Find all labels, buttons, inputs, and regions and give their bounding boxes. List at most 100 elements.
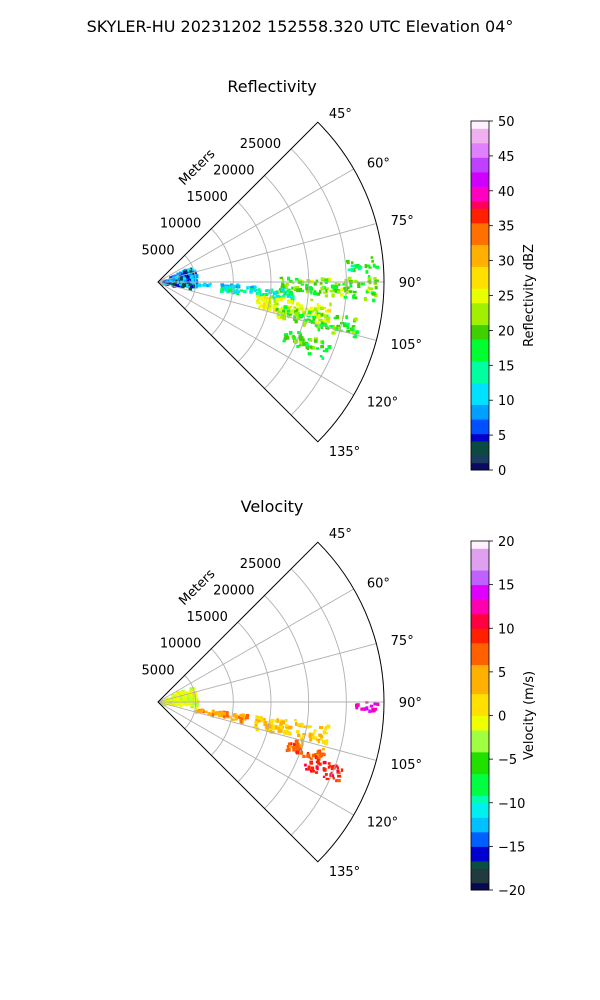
velocity-echo-cell <box>278 729 283 733</box>
velocity-colorbar-segment <box>471 875 489 884</box>
reflectivity-echo-cell <box>273 293 277 296</box>
reflectivity-colorbar-segment <box>471 280 489 289</box>
reflectivity-echo-cell <box>294 312 298 317</box>
velocity-echo-cell <box>310 757 313 761</box>
velocity-echo-cell <box>189 695 193 698</box>
reflectivity-echo-cell <box>165 280 169 285</box>
reflectivity-echo-cell <box>313 282 317 286</box>
velocity-echo-cell <box>190 688 194 693</box>
reflectivity-echo-cell <box>296 315 301 320</box>
reflectivity-colorbar-segment <box>471 411 489 420</box>
velocity-colorbar-segment <box>471 751 489 760</box>
reflectivity-echo-cell <box>281 294 286 299</box>
velocity-azimuth-gridline <box>157 588 354 703</box>
reflectivity-echo-cell <box>325 310 328 313</box>
reflectivity-echo-cell <box>298 314 303 319</box>
velocity-theta-tick-label: 75° <box>391 634 414 649</box>
velocity-echo-cell <box>256 715 260 719</box>
velocity-colorbar-segment <box>471 810 489 818</box>
reflectivity-echo-cell <box>220 283 225 287</box>
reflectivity-echo-cell <box>288 330 293 335</box>
reflectivity-echo-cell <box>260 298 264 302</box>
reflectivity-echo-cell <box>182 274 185 278</box>
reflectivity-echo-cell <box>372 298 376 303</box>
reflectivity-echo-cell <box>327 345 332 349</box>
reflectivity-echo-cell <box>317 315 320 319</box>
velocity-echo-cell <box>334 764 338 767</box>
reflectivity-echo-cell <box>282 313 287 316</box>
figure-title: SKYLER-HU 20231202 152558.320 UTC Elevat… <box>87 17 514 36</box>
reflectivity-colorbar-segment <box>471 433 489 442</box>
reflectivity-echo-cell <box>331 331 336 335</box>
velocity-echo-cell <box>316 759 320 762</box>
reflectivity-echo-cell <box>293 286 296 291</box>
reflectivity-echo-cell <box>253 285 257 289</box>
reflectivity-echo-cell <box>265 289 270 292</box>
velocity-colorbar-segment <box>471 671 489 680</box>
reflectivity-echo-cell <box>298 288 303 293</box>
velocity-echo-cell <box>193 691 198 696</box>
reflectivity-echo-cell <box>180 280 184 283</box>
reflectivity-echo-cell <box>267 304 271 309</box>
reflectivity-echo-cell <box>313 316 316 321</box>
reflectivity-echo-cell <box>268 303 273 308</box>
reflectivity-echo-cell <box>316 347 320 350</box>
reflectivity-colorbar-segment <box>471 375 489 384</box>
velocity-echo-cell <box>302 754 306 759</box>
velocity-colorbar-segment <box>471 773 489 782</box>
velocity-echo-cell <box>373 702 377 706</box>
velocity-echo-cell <box>317 757 321 761</box>
velocity-echo-cell <box>175 694 180 698</box>
velocity-echo-cell <box>370 710 375 713</box>
velocity-echo-cell <box>271 731 275 734</box>
reflectivity-echo-cell <box>320 286 325 291</box>
reflectivity-echo-cell <box>345 315 349 320</box>
reflectivity-echo-cell <box>293 315 297 319</box>
reflectivity-colorbar-tick-label: 20 <box>498 324 515 339</box>
velocity-echo-cell <box>277 727 281 731</box>
velocity-colorbar-tick-label: −10 <box>498 797 525 812</box>
velocity-colorbar-segment <box>471 606 489 615</box>
reflectivity-echo-cell <box>350 264 355 268</box>
reflectivity-colorbar-segment <box>471 346 489 355</box>
reflectivity-colorbar-segment <box>471 317 489 326</box>
reflectivity-echo-cell <box>295 285 300 289</box>
velocity-echo-cell <box>186 697 189 701</box>
reflectivity-echo-cell <box>310 290 313 295</box>
reflectivity-colorbar-segment <box>471 339 489 347</box>
reflectivity-echo-cell <box>306 342 310 346</box>
reflectivity-colorbar-segment <box>471 244 489 253</box>
reflectivity-echo-cell <box>346 324 350 328</box>
velocity-echo-cell <box>191 702 196 706</box>
velocity-colorbar-segment <box>471 664 489 673</box>
velocity-colorbar-segment <box>471 788 489 796</box>
velocity-echo-cell <box>264 721 268 725</box>
reflectivity-echo-cell <box>236 290 241 294</box>
reflectivity-echo-cell <box>281 296 286 300</box>
reflectivity-echo-cell <box>282 339 286 343</box>
velocity-echo-cell <box>300 722 304 726</box>
reflectivity-theta-tick-label: 60° <box>367 157 390 172</box>
velocity-echo-cell <box>190 696 194 701</box>
reflectivity-echo-cell <box>175 276 179 280</box>
reflectivity-echo-cell <box>283 305 288 310</box>
velocity-colorbar-segment <box>471 759 489 767</box>
velocity-echo-cell <box>312 732 316 735</box>
velocity-echo-cell <box>311 753 315 758</box>
velocity-echo-cell <box>263 718 266 721</box>
reflectivity-theta-tick-label: 75° <box>391 214 414 229</box>
reflectivity-echo-cell <box>321 356 325 360</box>
velocity-echo-cell <box>317 739 320 744</box>
velocity-colorbar-segment <box>471 795 489 804</box>
reflectivity-echo-cell <box>255 288 260 292</box>
reflectivity-echo-cell <box>306 314 311 318</box>
velocity-echo-cell <box>306 726 309 729</box>
reflectivity-colorbar-segment <box>471 382 489 391</box>
reflectivity-echo-cell <box>311 310 315 313</box>
reflectivity-echo-cell <box>220 288 223 293</box>
velocity-echo-cell <box>207 712 211 716</box>
reflectivity-echo-cell <box>295 307 300 311</box>
reflectivity-echo-cell <box>296 288 300 293</box>
velocity-echo-cell <box>308 732 312 736</box>
reflectivity-echo-cell <box>296 308 299 312</box>
